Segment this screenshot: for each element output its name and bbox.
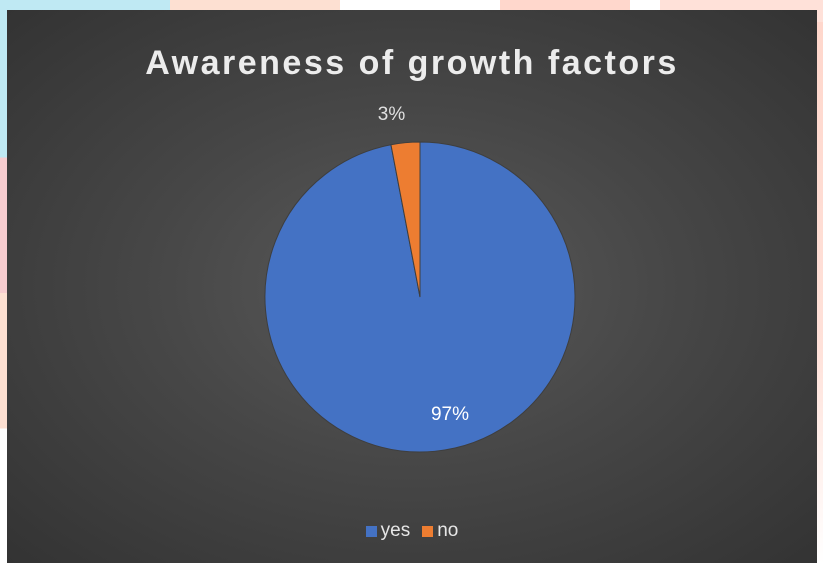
legend-swatch-yes — [365, 525, 377, 537]
pie-slice-no — [390, 141, 421, 298]
legend-entry-no: no — [422, 520, 458, 542]
pie-plot: 97% 3% — [264, 104, 576, 453]
chart-title: Awareness of growth factors — [145, 44, 679, 82]
legend-label-no: no — [437, 520, 459, 541]
chart-area: Awareness of growth factors 97% 3% yes no — [7, 10, 817, 563]
legend-entry-yes: yes — [365, 520, 411, 542]
legend: yes no — [7, 520, 817, 542]
data-label-no: 3% — [378, 104, 406, 125]
data-label-yes: 97% — [431, 404, 469, 425]
legend-label-yes: yes — [380, 520, 411, 541]
legend-swatch-no — [422, 525, 434, 537]
